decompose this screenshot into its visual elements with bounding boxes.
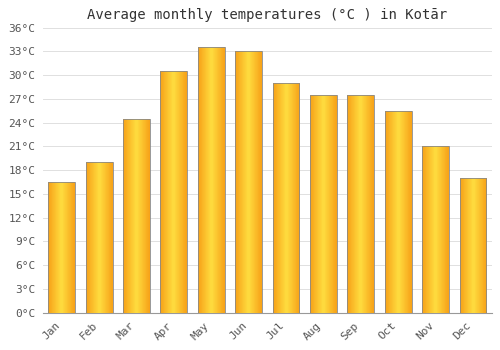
Bar	[160, 71, 188, 313]
Bar	[460, 178, 486, 313]
Bar	[198, 48, 224, 313]
Bar	[348, 95, 374, 313]
Bar	[422, 146, 449, 313]
Bar	[48, 182, 75, 313]
Bar	[310, 95, 337, 313]
Bar	[86, 162, 112, 313]
Bar	[272, 83, 299, 313]
Bar	[123, 119, 150, 313]
Bar	[384, 111, 411, 313]
Bar	[235, 51, 262, 313]
Title: Average monthly temperatures (°C ) in Kotār: Average monthly temperatures (°C ) in Ko…	[88, 8, 448, 22]
